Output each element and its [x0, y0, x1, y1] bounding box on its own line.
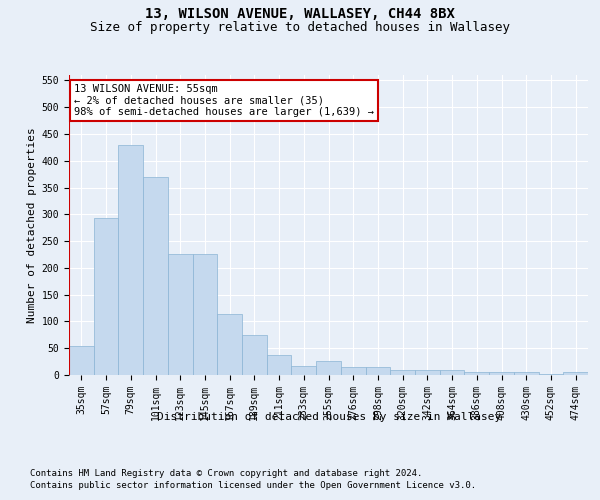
Bar [415, 370, 440, 375]
Text: Contains public sector information licensed under the Open Government Licence v3: Contains public sector information licen… [30, 481, 476, 490]
Text: 13, WILSON AVENUE, WALLASEY, CH44 8BX: 13, WILSON AVENUE, WALLASEY, CH44 8BX [145, 8, 455, 22]
Text: Contains HM Land Registry data © Crown copyright and database right 2024.: Contains HM Land Registry data © Crown c… [30, 469, 422, 478]
Text: Distribution of detached houses by size in Wallasey: Distribution of detached houses by size … [157, 412, 501, 422]
Text: Size of property relative to detached houses in Wallasey: Size of property relative to detached ho… [90, 21, 510, 34]
Bar [365, 367, 390, 375]
Bar [267, 354, 292, 375]
Bar [489, 372, 514, 375]
Bar [143, 177, 168, 375]
Bar [563, 372, 588, 375]
Bar [292, 366, 316, 375]
Bar [94, 218, 118, 375]
Bar [242, 335, 267, 375]
Bar [118, 144, 143, 375]
Bar [217, 314, 242, 375]
Bar [69, 346, 94, 375]
Bar [514, 372, 539, 375]
Bar [316, 361, 341, 375]
Bar [168, 254, 193, 375]
Bar [341, 367, 365, 375]
Bar [193, 254, 217, 375]
Text: 13 WILSON AVENUE: 55sqm
← 2% of detached houses are smaller (35)
98% of semi-det: 13 WILSON AVENUE: 55sqm ← 2% of detached… [74, 84, 374, 117]
Bar [390, 370, 415, 375]
Y-axis label: Number of detached properties: Number of detached properties [28, 127, 37, 323]
Bar [464, 372, 489, 375]
Bar [440, 370, 464, 375]
Bar [539, 374, 563, 375]
